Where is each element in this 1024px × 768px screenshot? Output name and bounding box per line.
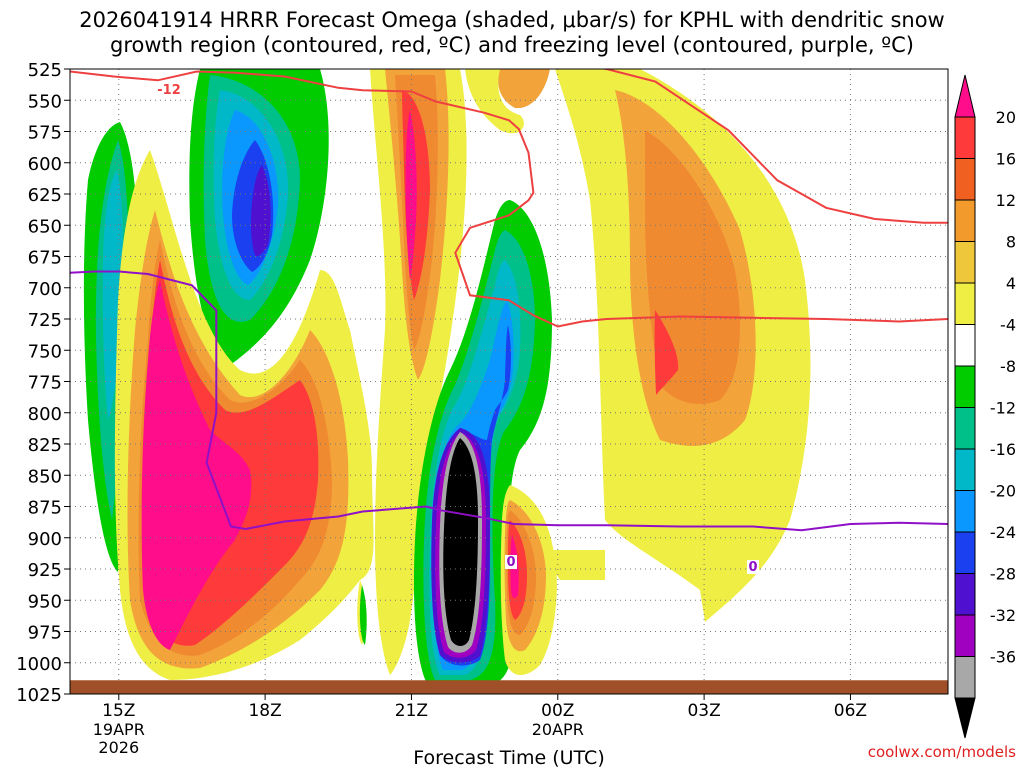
y-tick-label: 800 xyxy=(28,404,62,425)
colorbar-swatch xyxy=(954,656,976,699)
colorbar-label: 4 xyxy=(1006,274,1016,293)
x-tick-sublabel: 19APR xyxy=(93,720,145,739)
y-tick-label: 700 xyxy=(28,279,62,300)
omega-contour-neg24 xyxy=(250,165,271,257)
colorbar-swatch xyxy=(954,241,976,284)
omega-small-sinking-blob xyxy=(359,585,367,645)
x-tick-label: 06Z xyxy=(834,701,867,721)
colorbar-label: -8 xyxy=(1000,357,1016,376)
colorbar-swatch xyxy=(954,116,976,159)
omega-contour-upper-right xyxy=(498,69,550,109)
y-tick-label: 925 xyxy=(28,560,62,581)
colorbar-swatch xyxy=(954,158,976,201)
x-tick-label: 21Z xyxy=(395,701,428,721)
colorbar-swatch xyxy=(954,282,976,325)
y-tick-label: 625 xyxy=(28,185,62,206)
chart-title-line-1: 2026041914 HRRR Forecast Omega (shaded, … xyxy=(79,8,945,32)
colorbar-swatch xyxy=(954,490,976,533)
colorbar-swatch xyxy=(954,614,976,657)
omega-contour-neg36 xyxy=(443,438,478,646)
y-tick-label: 875 xyxy=(28,498,62,519)
omega-strong-sinking-core xyxy=(413,200,552,688)
y-tick-label: 600 xyxy=(28,154,62,175)
freezing-label-background-2 xyxy=(747,560,759,574)
source-credit: coolwx.com/models xyxy=(867,743,1016,761)
omega-upper-rising-column xyxy=(370,69,467,675)
y-tick-label: 850 xyxy=(28,466,62,487)
y-tick-label: 725 xyxy=(28,310,62,331)
colorbar-label: 16 xyxy=(996,150,1016,169)
colorbar-label: -20 xyxy=(990,482,1016,501)
y-tick-label: 675 xyxy=(28,248,62,269)
dendritic-contour-upper xyxy=(70,70,948,328)
grid-lines xyxy=(70,69,948,694)
ground-terrain xyxy=(70,680,948,694)
omega-large-rising-core xyxy=(114,150,374,680)
dendritic-contour-label-group: -12 xyxy=(154,82,184,98)
colorbar-label: 12 xyxy=(996,191,1016,210)
y-tick-label: 525 xyxy=(28,60,62,81)
dendritic-contour-label: -12 xyxy=(157,83,181,98)
colorbar-label: -28 xyxy=(990,565,1016,584)
colorbar-swatch xyxy=(954,199,976,242)
omega-contour-20 xyxy=(141,280,252,650)
freezing-contour-label-2: 0 xyxy=(748,560,757,575)
colorbar-label: -36 xyxy=(990,648,1016,667)
y-tick-label: 775 xyxy=(28,373,62,394)
chart-title-line-2: growth region (contoured, red, ºC) and f… xyxy=(110,33,914,57)
freezing-level-contour xyxy=(70,270,948,532)
colorbar-label: -32 xyxy=(990,606,1016,625)
x-axis-title: Forecast Time (UTC) xyxy=(413,747,604,768)
y-tick-label: 575 xyxy=(28,123,62,144)
y-tick-label: 975 xyxy=(28,623,62,644)
y-tick-label: 900 xyxy=(28,529,62,550)
y-axis: 525 550 575 600 625 650 675 700 725 750 775 800 825 8… xyxy=(16,60,70,706)
y-tick-label: 1000 xyxy=(16,654,62,675)
y-tick-label: 825 xyxy=(28,435,62,456)
x-tick-label: 00Z xyxy=(541,701,574,721)
colorbar-label: 20 xyxy=(996,108,1016,127)
freezing-label-background-1 xyxy=(505,555,517,569)
y-tick-label: 650 xyxy=(28,216,62,237)
y-tick-label: 950 xyxy=(28,591,62,612)
omega-contour-16 xyxy=(654,310,679,395)
y-tick-label: 1025 xyxy=(16,685,62,706)
colorbar-swatch xyxy=(954,531,976,574)
colorbar-label: -12 xyxy=(990,399,1016,418)
omega-broad-rising-area xyxy=(465,69,811,622)
omega-contour-4-extension xyxy=(540,550,605,580)
dendritic-label-background xyxy=(154,82,184,96)
colorbar-swatch xyxy=(954,365,976,408)
colorbar-swatch xyxy=(954,448,976,491)
colorbar-swatch xyxy=(954,407,976,450)
colorbar-label: -24 xyxy=(990,523,1016,542)
colorbar-swatch xyxy=(954,573,976,616)
plot-area xyxy=(70,69,948,694)
y-tick-label: 750 xyxy=(28,341,62,362)
colorbar-label: -16 xyxy=(990,440,1016,459)
colorbar-top-arrow xyxy=(954,74,976,118)
omega-upper-sinking-cell xyxy=(189,69,329,365)
freezing-contour-label: 0 xyxy=(506,555,515,570)
colorbar-label: -4 xyxy=(1000,316,1016,335)
dendritic-contour-lower xyxy=(598,69,948,224)
colorbar-label: 8 xyxy=(1006,233,1016,252)
colorbar-swatch xyxy=(954,324,976,367)
omega-contour-upper-right-yellow xyxy=(465,69,524,134)
x-tick-sublabel: 2026 xyxy=(98,738,139,757)
y-tick-label: 550 xyxy=(28,91,62,112)
colorbar-bottom-arrow xyxy=(954,697,976,739)
x-tick-label: 03Z xyxy=(687,701,720,721)
x-tick-label: 15Z xyxy=(102,701,135,721)
colorbar: 20 16 12 8 4 -4 -8 -12 -16 -20 -24 -28 -32 -36 xyxy=(954,74,1016,739)
x-tick-label: 18Z xyxy=(248,701,281,721)
freezing-label-group: 0 0 xyxy=(505,555,759,575)
x-tick-sublabel: 20APR xyxy=(532,720,584,739)
